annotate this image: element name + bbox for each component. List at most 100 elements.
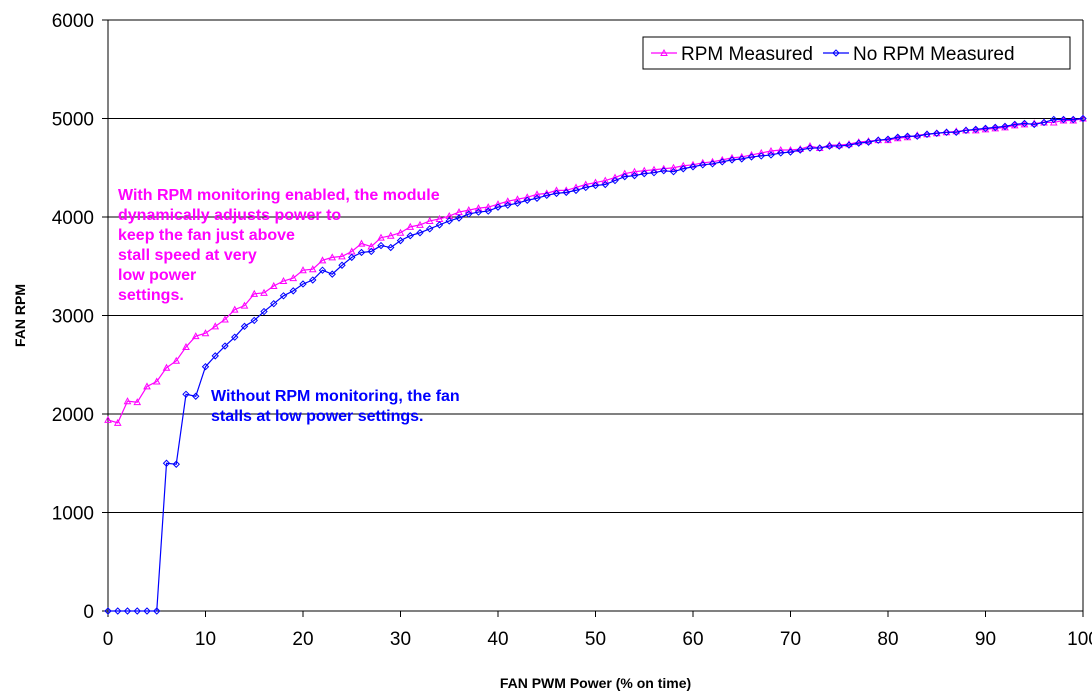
- x-tick-label-5: 50: [585, 629, 606, 650]
- series-0-point-54: [630, 167, 639, 175]
- series-0-point-4: [143, 382, 151, 390]
- series-1-point-12: [221, 342, 229, 350]
- x-tick-label-9: 90: [975, 629, 996, 650]
- annotation-1-line-1: stalls at low power settings.: [211, 408, 424, 425]
- series-0-point-29: [386, 231, 395, 239]
- series-0-point-37: [464, 206, 473, 214]
- series-1-point-27: [367, 247, 375, 256]
- series-1-point-66: [747, 153, 756, 161]
- series-1-point-44: [533, 194, 541, 202]
- series-1-point-59: [679, 165, 687, 173]
- series-1-point-84: [923, 130, 931, 138]
- series-1-point-74: [825, 142, 834, 150]
- series-layer: [104, 114, 1087, 615]
- series-1-point-47: [562, 188, 570, 197]
- series-1-point-22: [318, 266, 327, 274]
- series-1-point-100: [1079, 114, 1087, 123]
- x-tick-label-4: 40: [487, 629, 508, 650]
- legend-marker-1: [832, 49, 840, 57]
- series-0-point-14: [240, 301, 249, 309]
- series-1-point-8: [182, 390, 190, 399]
- y-axis-title: FAN RPM: [12, 284, 28, 347]
- series-1-point-10: [201, 363, 210, 371]
- series-1-point-23: [328, 270, 336, 278]
- series-0-point-28: [377, 233, 385, 241]
- series-1-point-21: [309, 276, 317, 284]
- y-tick-label-6: 6000: [52, 11, 94, 32]
- series-1-point-79: [874, 136, 882, 144]
- series-1-point-86: [942, 128, 951, 136]
- y-tick-label-1: 1000: [52, 504, 94, 525]
- series-1-point-41: [504, 201, 512, 209]
- series-1-point-61: [699, 161, 707, 169]
- x-tick-label-2: 20: [292, 629, 313, 650]
- series-1-point-2: [123, 607, 132, 615]
- series-1-point-71: [796, 146, 804, 154]
- annotation-0-line-1: dynamically adjusts power to: [118, 207, 341, 224]
- series-1-point-32: [416, 229, 424, 237]
- series-1-point-9: [192, 392, 200, 400]
- series-1-point-83: [913, 132, 921, 140]
- y-tick-label-5: 5000: [52, 110, 94, 131]
- series-1-point-62: [708, 160, 717, 168]
- series-1-point-94: [1020, 119, 1029, 128]
- series-1-point-64: [728, 156, 736, 164]
- series-1-point-46: [552, 189, 561, 198]
- series-1-point-99: [1069, 115, 1077, 124]
- x-tick-label-1: 10: [195, 629, 216, 650]
- series-1-point-77: [855, 139, 863, 147]
- annotation-0-line-2: keep the fan just above: [118, 227, 295, 244]
- series-0-point-44: [533, 190, 541, 198]
- series-0-point-8: [182, 342, 190, 351]
- series-1-point-14: [240, 322, 249, 331]
- series-0-point-26: [357, 239, 366, 247]
- series-1-point-57: [660, 166, 668, 175]
- series-1-point-91: [991, 123, 999, 132]
- series-1-point-97: [1050, 115, 1058, 124]
- series-1-point-92: [1001, 122, 1009, 131]
- series-0-point-31: [406, 222, 415, 230]
- legend-label-0: RPM Measured: [681, 44, 813, 65]
- series-1-point-72: [806, 144, 814, 152]
- series-1-point-42: [513, 199, 522, 207]
- series-1-point-45: [543, 191, 551, 200]
- series-1-point-88: [962, 126, 970, 135]
- series-1-point-35: [445, 217, 453, 225]
- series-1-point-37: [465, 210, 473, 218]
- series-1-point-15: [250, 316, 258, 325]
- series-1-line: [108, 117, 1084, 612]
- legend-marker-0: [660, 48, 668, 56]
- series-0-point-51: [601, 176, 610, 184]
- series-1-point-33: [426, 225, 434, 233]
- series-1-point-58: [669, 167, 678, 176]
- x-tick-label-7: 70: [780, 629, 801, 650]
- x-tick-label-3: 30: [390, 629, 411, 650]
- x-tick-label-0: 0: [103, 629, 114, 650]
- series-1-point-60: [689, 163, 697, 171]
- x-tick-label-8: 80: [877, 629, 898, 650]
- legend-label-1: No RPM Measured: [853, 44, 1015, 65]
- series-0-point-30: [396, 228, 405, 236]
- series-0-point-22: [318, 256, 327, 264]
- series-1-point-5: [153, 607, 161, 615]
- legend-box: [642, 36, 1071, 70]
- series-1-point-26: [357, 248, 366, 257]
- series-0-point-2: [123, 397, 132, 405]
- series-1-point-39: [484, 207, 492, 215]
- series-1-point-16: [260, 307, 268, 316]
- series-0-line: [107, 117, 1084, 424]
- series-1-point-82: [903, 132, 912, 140]
- legend: RPM Measured No RPM Measured: [642, 36, 1071, 70]
- series-1-point-96: [1040, 118, 1048, 127]
- series-1-point-69: [777, 149, 785, 157]
- x-tick-label-6: 60: [682, 629, 703, 650]
- series-0-point-20: [299, 266, 307, 274]
- series-1-point-43: [523, 196, 531, 204]
- series-0-point-6: [162, 363, 171, 371]
- series-1-point-54: [630, 171, 639, 180]
- x-axis-title: FAN PWM Power (% on time): [500, 675, 691, 691]
- series-1-point-38: [474, 208, 483, 216]
- series-0-point-0: [104, 415, 112, 423]
